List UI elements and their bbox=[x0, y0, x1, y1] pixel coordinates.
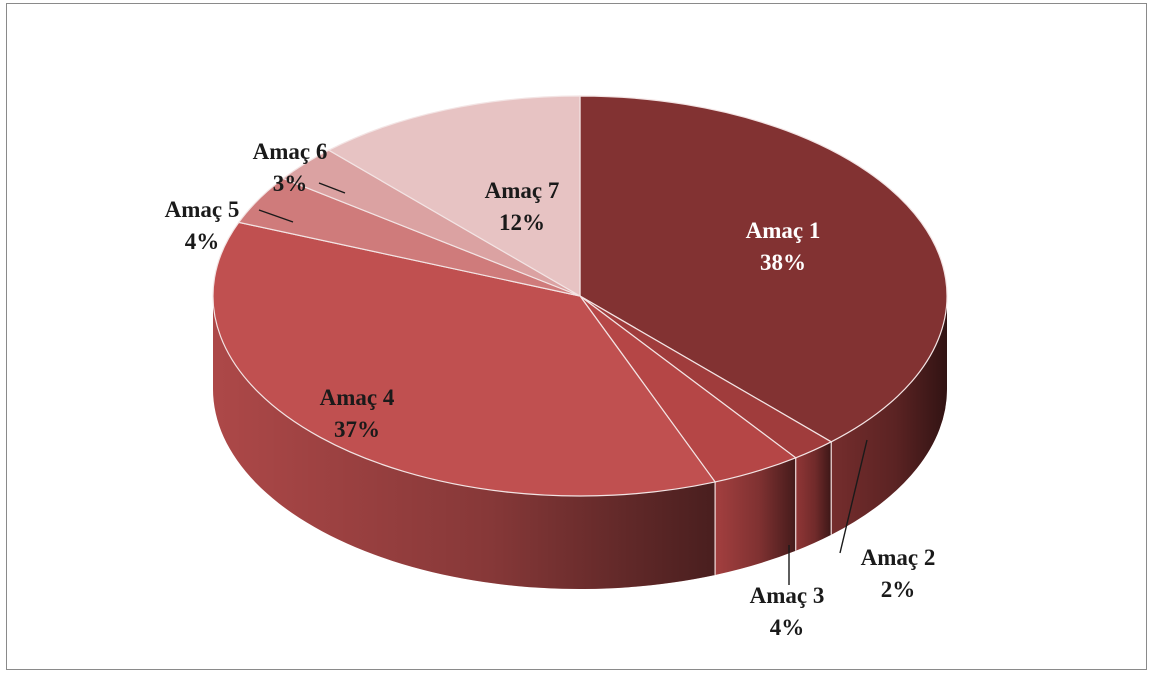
pie-top bbox=[212, 95, 948, 497]
slice-percent-7: 12% bbox=[499, 210, 545, 235]
slice-percent-1: 38% bbox=[760, 250, 806, 275]
slice-1 bbox=[579, 95, 948, 443]
leader-line-2 bbox=[839, 439, 868, 554]
slice-percent-2: 2% bbox=[881, 577, 916, 602]
pie-depth bbox=[213, 296, 947, 590]
slice-label-5: Amaç 5 bbox=[165, 197, 240, 222]
leader-line-5 bbox=[258, 209, 294, 223]
slice-percent-6: 3% bbox=[273, 171, 308, 196]
slice-label-3: Amaç 3 bbox=[750, 583, 825, 608]
slice-side-2 bbox=[795, 441, 832, 551]
slice-label-7: Amaç 7 bbox=[485, 178, 560, 203]
slice-label-4: Amaç 4 bbox=[320, 385, 395, 410]
slice-label-1: Amaç 1 bbox=[746, 218, 821, 243]
slice-7 bbox=[327, 95, 581, 298]
slice-side-1 bbox=[831, 296, 947, 535]
slice-label-6: Amaç 6 bbox=[253, 139, 328, 164]
leader-line-6 bbox=[318, 182, 346, 194]
slice-4 bbox=[212, 221, 717, 497]
leader-lines bbox=[258, 182, 868, 585]
slice-label-2: Amaç 2 bbox=[861, 545, 936, 570]
slice-percent-4: 37% bbox=[334, 417, 380, 442]
slice-side-3 bbox=[715, 457, 797, 575]
slice-labels: Amaç 1 38% Amaç 2 2% Amaç 3 4% Amaç 4 37% Amaç 5… bbox=[165, 139, 936, 640]
slice-percent-5: 4% bbox=[185, 229, 220, 254]
slice-side-4 bbox=[213, 296, 716, 590]
slice-percent-3: 4% bbox=[770, 615, 805, 640]
